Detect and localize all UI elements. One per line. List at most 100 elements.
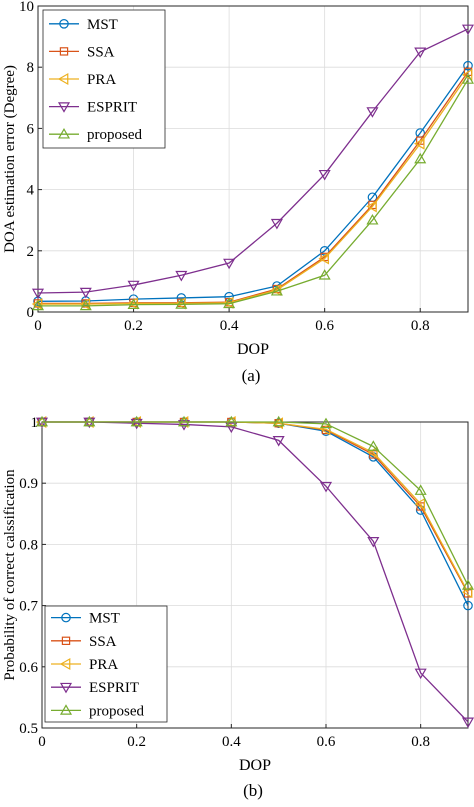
data-point — [461, 579, 474, 590]
data-point — [35, 415, 49, 427]
y-tick-label: 6 — [27, 121, 35, 137]
legend-item: PRA — [51, 657, 118, 673]
chart-b: 0 0.2 0.4 0.6 0.8 0.5 0.6 0.7 0.8 0.9 1 DOP Probabil… — [2, 415, 474, 800]
y-axis-label: Probability of correct calssification — [2, 469, 18, 681]
legend-item: SSA — [49, 44, 115, 60]
chart-a: 0 0.2 0.4 0.6 0.8 0 2 4 6 8 10 DOP DOA estimation er… — [2, 0, 474, 385]
x-tick-label: 0 — [34, 318, 42, 334]
data-point — [366, 213, 379, 225]
y-tick-label: 10 — [19, 0, 34, 15]
data-point — [127, 298, 140, 310]
series-proposed — [31, 73, 474, 311]
series-line — [37, 28, 469, 294]
x-axis-label: DOP — [239, 757, 271, 774]
data-point — [461, 24, 474, 36]
y-tick-label: 0.6 — [19, 660, 38, 676]
legend-label: PRA — [87, 72, 116, 88]
legend-item: proposed — [49, 127, 142, 143]
data-point — [225, 415, 238, 427]
data-point — [366, 107, 379, 118]
data-point — [225, 422, 238, 434]
y-tick-label: 1 — [31, 415, 39, 431]
data-point — [318, 269, 331, 280]
y-tick-label: 4 — [27, 183, 35, 199]
legend-label: SSA — [89, 634, 117, 650]
data-point — [130, 415, 143, 427]
legend-marker — [59, 657, 71, 671]
legend-marker — [59, 704, 73, 715]
x-tick-label: 0.4 — [220, 318, 239, 334]
data-point — [414, 137, 425, 150]
legend-label: proposed — [87, 127, 142, 143]
data-point — [319, 417, 333, 429]
x-tick-label: 0.4 — [222, 734, 241, 750]
data-point — [461, 73, 474, 84]
legend-marker — [61, 636, 71, 646]
data-point — [366, 200, 377, 213]
data-point — [31, 299, 45, 311]
legend-marker — [57, 102, 71, 113]
legend: MST SSA PRA ESPRIT proposed — [44, 605, 168, 723]
data-point — [127, 280, 140, 292]
data-point — [130, 418, 143, 430]
series-line — [38, 74, 469, 305]
legend-marker — [59, 47, 69, 56]
legend-label: proposed — [89, 703, 144, 719]
x-tick-label: 0.6 — [315, 318, 334, 334]
legend-item: ESPRIT — [49, 100, 137, 116]
data-point — [272, 415, 285, 427]
data-point — [367, 440, 380, 451]
data-point — [414, 668, 427, 680]
legend-label: SSA — [87, 44, 115, 60]
series-proposed — [35, 415, 474, 590]
y-tick-label: 0 — [27, 305, 35, 321]
data-point — [318, 169, 331, 181]
data-point — [463, 600, 473, 611]
legend-item: proposed — [51, 703, 144, 719]
legend-label: MST — [89, 611, 120, 627]
data-point — [79, 287, 92, 299]
data-point — [83, 415, 96, 427]
x-tick-label: 0.8 — [411, 734, 430, 750]
data-point — [31, 288, 45, 300]
data-point — [177, 420, 191, 431]
data-point — [414, 152, 427, 164]
legend-label: ESPRIT — [87, 100, 137, 116]
x-tick-label: 0.2 — [124, 318, 143, 334]
data-point — [79, 299, 92, 311]
data-point — [367, 536, 380, 548]
data-point — [461, 717, 474, 729]
x-tick-label: 0.2 — [127, 734, 146, 750]
x-axis-label: DOP — [237, 341, 269, 358]
data-point — [223, 258, 236, 270]
y-tick-label: 0.7 — [19, 599, 38, 615]
legend-marker — [57, 127, 71, 139]
legend-marker — [59, 18, 69, 29]
figure-caption: (a) — [242, 366, 261, 385]
data-point — [414, 47, 427, 59]
y-tick-label: 0.8 — [19, 537, 38, 553]
x-tick-label: 0.6 — [317, 734, 336, 750]
data-point — [319, 481, 333, 493]
data-point — [463, 60, 473, 71]
data-point — [318, 252, 330, 265]
legend-label: ESPRIT — [89, 680, 139, 696]
legend-item: SSA — [51, 634, 117, 650]
series-line — [37, 65, 469, 302]
legend-marker — [57, 72, 69, 86]
data-point — [175, 298, 188, 309]
data-point — [177, 415, 191, 427]
y-axis-label: DOA estimation error (Degree) — [2, 65, 18, 253]
x-tick-label: 0.8 — [411, 318, 430, 334]
legend-item: MST — [49, 17, 118, 33]
data-point — [223, 297, 236, 309]
y-tick-label: 2 — [27, 244, 35, 260]
y-tick-label: 8 — [27, 60, 35, 76]
series-line — [42, 421, 469, 586]
data-point — [461, 68, 473, 81]
x-tick-label: 0 — [38, 734, 46, 750]
data-point — [270, 284, 283, 296]
legend: MST SSA PRA ESPRIT proposed — [42, 9, 166, 149]
series-line — [38, 79, 469, 307]
